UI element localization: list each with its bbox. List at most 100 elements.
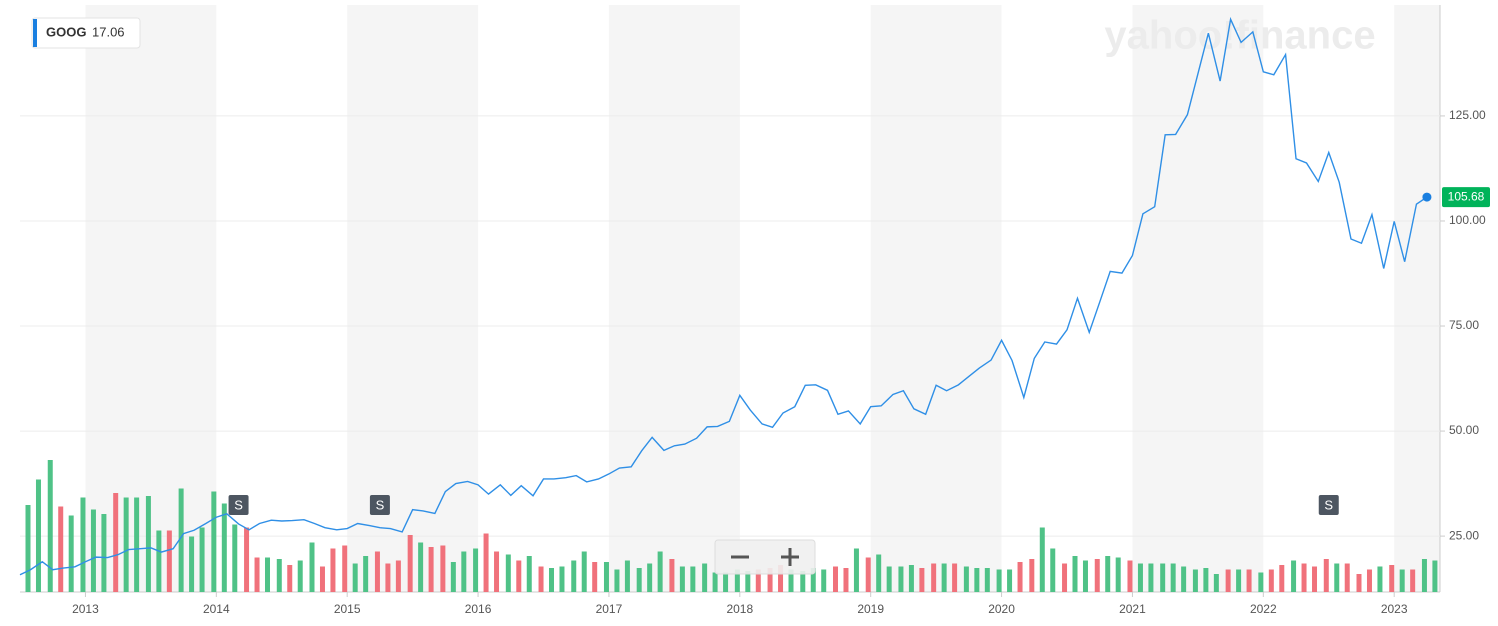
volume-bar — [963, 566, 969, 592]
x-tick-label: 2014 — [203, 602, 230, 616]
volume-bar — [483, 533, 489, 592]
volume-bar — [145, 496, 151, 592]
last-point — [1422, 192, 1432, 202]
volume-bar — [908, 565, 914, 592]
volume-bar — [1399, 569, 1405, 592]
volume-bar — [1236, 569, 1242, 592]
split-marker[interactable] — [1318, 495, 1339, 515]
volume-bar — [276, 559, 282, 592]
volume-bar — [755, 569, 761, 592]
y-tick-label: 125.00 — [1449, 108, 1486, 122]
volume-bar — [984, 568, 990, 592]
x-tick-label: 2017 — [596, 602, 623, 616]
volume-bar — [385, 563, 391, 592]
volume-bar — [592, 562, 598, 592]
split-label: S — [376, 497, 385, 512]
volume-bar — [1192, 569, 1198, 592]
volume-bar — [723, 572, 729, 592]
volume-bar — [778, 565, 784, 592]
volume-bar — [47, 460, 53, 592]
volume-bar — [342, 545, 348, 592]
x-tick-label: 2020 — [988, 602, 1015, 616]
volume-bar — [374, 551, 380, 592]
volume-bar — [941, 563, 947, 592]
volume-bar — [1017, 562, 1023, 592]
volume-bar — [473, 548, 479, 592]
volume-bar — [395, 560, 401, 592]
volume-bar — [1356, 574, 1362, 592]
volume-bar — [254, 557, 260, 592]
volume-bar — [1225, 569, 1231, 592]
x-tick-label: 2022 — [1250, 602, 1277, 616]
volume-bar — [919, 568, 925, 592]
volume-bar — [297, 560, 303, 592]
volume-bar — [1213, 574, 1219, 592]
volume-bar — [1115, 557, 1121, 592]
volume-bar — [833, 566, 839, 592]
volume-bar — [156, 530, 162, 592]
volume-bar — [90, 509, 96, 592]
volume-bar — [1148, 563, 1154, 592]
volume-bar — [450, 562, 456, 592]
volume-bar — [624, 560, 630, 592]
volume-bar — [952, 563, 958, 592]
volume-bar — [1029, 559, 1035, 592]
year-band — [870, 5, 1002, 592]
volume-bar — [35, 479, 41, 592]
x-tick-label: 2019 — [857, 602, 884, 616]
volume-bar — [1323, 559, 1329, 592]
volume-bar — [876, 554, 882, 592]
volume-bar — [1039, 527, 1045, 592]
volume-bar — [669, 559, 675, 592]
zoom-controls — [714, 539, 816, 575]
volume-bar — [614, 569, 620, 592]
y-tick-label: 75.00 — [1449, 318, 1479, 332]
volume-bar — [221, 503, 227, 592]
volume-bar — [1203, 568, 1209, 592]
volume-bar — [538, 566, 544, 592]
volume-bar — [363, 556, 369, 592]
volume-bar — [244, 527, 250, 592]
badge — [31, 17, 141, 49]
volume-bar — [647, 563, 653, 592]
volume-bar — [113, 493, 119, 592]
y-tick-label: 100.00 — [1449, 213, 1486, 227]
volume-bar — [1312, 566, 1318, 592]
volume-bar — [1432, 560, 1438, 592]
volume-bar — [549, 568, 555, 592]
price-line — [19, 16, 1428, 576]
volume-bar — [494, 551, 500, 592]
volume-bar — [853, 548, 859, 592]
volume-bar — [352, 563, 358, 592]
volume-bar — [1137, 563, 1143, 592]
split-marker[interactable] — [228, 495, 249, 515]
volume-bar — [1007, 569, 1013, 592]
volume-bar — [865, 557, 871, 592]
volume-bar — [559, 566, 565, 592]
volume-bar — [810, 568, 816, 592]
volume-bar — [1291, 560, 1297, 592]
volume-bar — [1377, 566, 1383, 592]
volume-bar — [745, 571, 751, 592]
bands — [85, 5, 1440, 592]
split-label: S — [234, 497, 243, 512]
volume-bar — [1082, 560, 1088, 592]
volume-bar — [1301, 563, 1307, 592]
split-marker[interactable] — [369, 495, 390, 515]
volume-bar — [68, 515, 74, 592]
volume-bar — [1410, 569, 1416, 592]
volume-bar — [1160, 563, 1166, 592]
volume-bar — [974, 568, 980, 592]
volume-bar — [571, 560, 577, 592]
volume-bar — [679, 566, 685, 592]
volume-bar — [309, 542, 315, 592]
price-tag-label: 105.68 — [1448, 189, 1485, 203]
volume-bar — [1268, 569, 1274, 592]
badge-accent — [33, 19, 37, 47]
volume-bar — [418, 542, 424, 592]
volume-bar — [265, 557, 271, 592]
x-tick-label: 2023 — [1381, 602, 1408, 616]
volume-bar — [134, 497, 140, 592]
watermark: yahoo!finance — [1104, 14, 1375, 58]
volume-bar — [461, 551, 467, 592]
